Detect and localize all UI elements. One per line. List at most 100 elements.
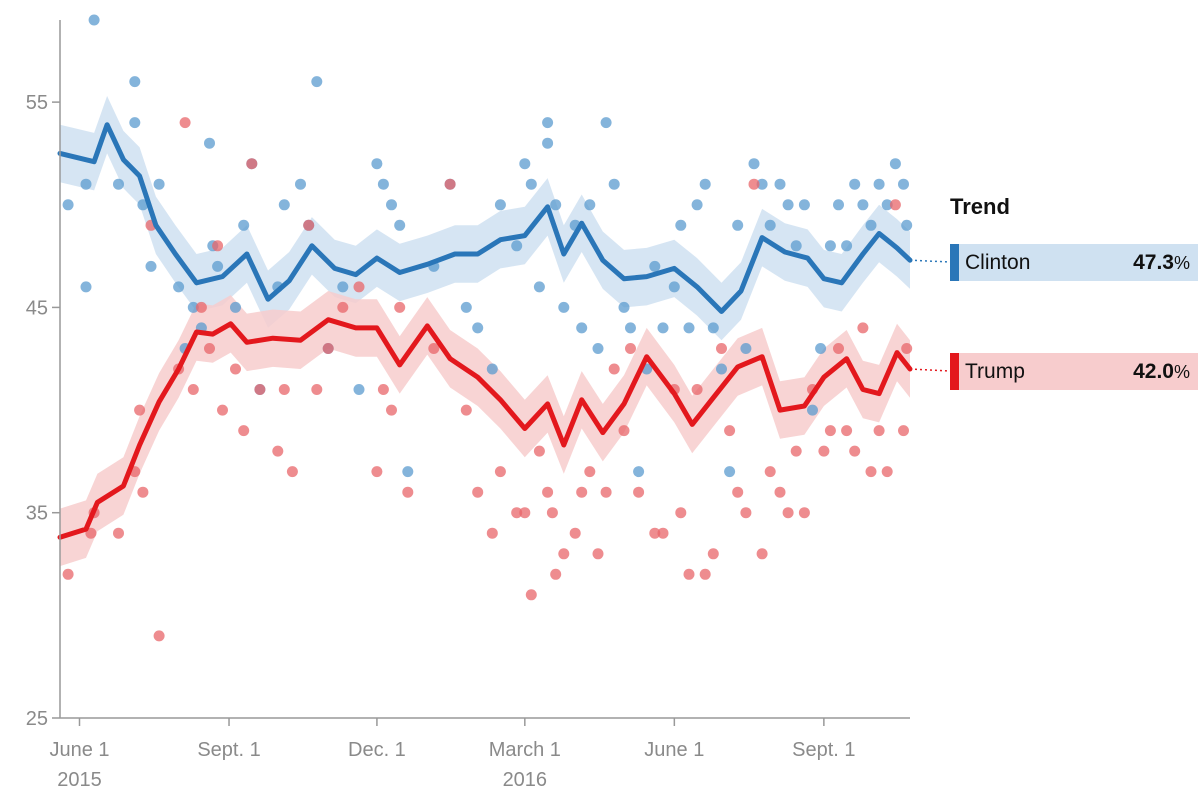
poll-point-clinton: [80, 281, 92, 293]
poll-point-trump: [818, 445, 830, 457]
poll-point-trump: [558, 548, 570, 560]
poll-point-clinton: [295, 178, 306, 190]
y-tick-label: 25: [26, 708, 48, 730]
poll-point-trump: [618, 425, 630, 437]
poll-point-trump: [691, 384, 703, 395]
poll-point-clinton: [88, 14, 100, 26]
poll-point-clinton: [542, 137, 554, 149]
poll-point-clinton: [238, 219, 250, 231]
poll-point-clinton: [377, 178, 389, 190]
poll-point-clinton: [145, 260, 157, 272]
poll-point-clinton: [311, 76, 323, 88]
poll-point-clinton: [716, 363, 727, 375]
poll-point-trump: [113, 527, 124, 539]
x-tick-label: Sept. 1: [792, 739, 855, 761]
x-tick-label: Dec. 1: [348, 739, 406, 761]
axes: [59, 20, 910, 719]
poll-point-clinton: [807, 404, 818, 416]
x-tick-label: Sept. 1: [197, 739, 260, 761]
poll-point-trump: [898, 425, 909, 437]
poll-point-clinton: [519, 158, 531, 170]
poll-point-clinton: [212, 260, 224, 272]
x-tick-label: June 1: [49, 739, 109, 761]
poll-point-clinton: [460, 301, 472, 313]
legend-swatch-clinton: [950, 244, 959, 281]
poll-point-trump: [137, 486, 149, 498]
x-tick-label: March 1: [489, 739, 561, 761]
poll-point-clinton: [129, 76, 141, 88]
x-tick-label: June 1: [644, 739, 704, 761]
poll-point-clinton: [113, 178, 124, 190]
poll-point-trump: [901, 343, 913, 354]
poll-point-trump: [519, 507, 531, 519]
poll-point-trump: [134, 404, 146, 416]
poll-point-clinton: [633, 466, 645, 478]
poll-point-trump: [246, 158, 258, 170]
confidence-bands: [60, 96, 910, 567]
poll-point-trump: [683, 568, 695, 580]
poll-point-trump: [824, 425, 836, 437]
poll-point-clinton: [756, 178, 768, 190]
poll-point-clinton: [782, 199, 794, 211]
poll-point-trump: [153, 630, 165, 642]
poll-point-clinton: [774, 178, 786, 190]
poll-point-trump: [254, 384, 266, 395]
poll-point-clinton: [881, 199, 893, 211]
poll-point-clinton: [849, 178, 861, 190]
poll-point-trump: [889, 199, 901, 211]
poll-point-trump: [337, 301, 349, 313]
poll-point-trump: [402, 486, 414, 498]
poll-point-clinton: [486, 363, 498, 375]
poll-point-clinton: [841, 240, 853, 252]
poll-point-clinton: [798, 199, 810, 211]
poll-point-trump: [608, 363, 620, 375]
poll-point-clinton: [80, 178, 92, 190]
poll-point-trump: [716, 343, 727, 354]
legend-value-trump: 42.0%: [1133, 359, 1190, 383]
poll-point-trump: [707, 548, 719, 560]
poll-point-clinton: [173, 281, 185, 293]
poll-point-trump: [633, 486, 645, 498]
poll-point-clinton: [337, 281, 349, 293]
poll-point-clinton: [542, 117, 554, 129]
poll-point-trump: [428, 343, 440, 354]
poll-point-clinton: [62, 199, 74, 211]
poll-point-trump: [394, 301, 406, 313]
poll-point-clinton: [740, 343, 752, 354]
poll-point-clinton: [683, 322, 695, 334]
poll-point-trump: [311, 384, 323, 395]
poll-point-trump: [460, 404, 472, 416]
poll-point-clinton: [691, 199, 703, 211]
y-tick-label: 55: [26, 92, 48, 114]
poll-point-clinton: [618, 301, 630, 313]
poll-point-clinton: [204, 137, 215, 149]
poll-point-trump: [798, 507, 810, 519]
poll-point-trump: [494, 466, 506, 478]
poll-point-trump: [841, 425, 853, 437]
poll-point-trump: [386, 404, 397, 416]
legend-name-trump: Trump: [965, 359, 1025, 383]
poll-point-trump: [732, 486, 744, 498]
poll-point-clinton: [576, 322, 588, 334]
poll-point-clinton: [857, 199, 869, 211]
poll-point-trump: [584, 466, 596, 478]
poll-point-trump: [212, 240, 224, 252]
poll-point-clinton: [833, 199, 844, 211]
poll-point-clinton: [187, 301, 199, 313]
poll-point-trump: [272, 445, 284, 457]
poll-point-clinton: [278, 199, 290, 211]
poll-point-trump: [179, 117, 191, 129]
poll-point-trump: [649, 527, 661, 539]
poll-point-clinton: [386, 199, 397, 211]
poll-point-trump: [286, 466, 298, 478]
poll-point-clinton: [230, 301, 241, 313]
poll-point-trump: [873, 425, 885, 437]
poll-point-trump: [675, 507, 687, 519]
poll-point-trump: [85, 527, 97, 539]
poll-point-clinton: [901, 219, 913, 231]
poll-point-clinton: [608, 178, 620, 190]
poll-point-clinton: [600, 117, 612, 129]
poll-point-trump: [546, 507, 558, 519]
poll-point-clinton: [865, 219, 877, 231]
poll-point-clinton: [533, 281, 545, 293]
